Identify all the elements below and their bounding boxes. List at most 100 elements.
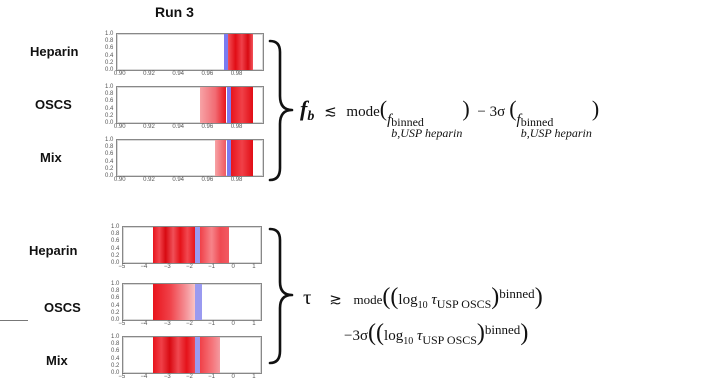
x-tick-label: −4 <box>140 264 148 270</box>
y-tick-label: 0.0 <box>105 67 114 73</box>
y-tick-label: 0.2 <box>111 252 120 259</box>
y-tick-label: 0.2 <box>111 362 120 369</box>
usp-marker-band <box>223 34 228 70</box>
y-tick-label: 1.0 <box>111 281 120 287</box>
x-tick-label: 0.94 <box>172 124 184 130</box>
y-tick-label: 0.8 <box>105 144 114 151</box>
y-tick-label: 0.4 <box>105 105 114 112</box>
formula-tau-line1: τ ≳ mode((log10 τUSP OSCS)binned) <box>303 284 543 311</box>
x-tick-label: −5 <box>118 264 126 270</box>
log-sub: 10 <box>417 300 428 311</box>
x-tick-label: −3 <box>163 264 171 270</box>
heatmap-mix-fb <box>116 139 264 177</box>
heatmap-heparin-tau <box>122 226 262 264</box>
x-tick-label: 0.90 <box>113 71 126 77</box>
x-tick-label: −1 <box>208 264 215 270</box>
y-tick-label: 0.6 <box>105 45 114 52</box>
sub-fb-usp-2: b,USP heparin <box>520 126 592 140</box>
x-tick-label: 0.90 <box>113 124 126 130</box>
x-tick-label: 1 <box>252 374 256 380</box>
row-label-mix-b: Mix <box>46 353 68 368</box>
x-tick-label: −2 <box>186 264 193 270</box>
x-tick-label: −1 <box>208 321 215 327</box>
y-tick-label: 1.0 <box>105 84 114 90</box>
row-label-mix-a: Mix <box>40 150 62 165</box>
mix-band-left <box>153 337 195 373</box>
x-tick-label: 0 <box>231 374 235 380</box>
x-tick-label: −2 <box>186 321 193 327</box>
symbol-f: f <box>300 96 308 121</box>
row-label-heparin-b: Heparin <box>29 243 78 258</box>
x-tick-label: 0.94 <box>172 177 184 183</box>
x-tick-label: 0.94 <box>172 71 184 77</box>
log-word-2: log <box>384 328 404 344</box>
relation-geq: ≳ <box>329 292 342 308</box>
y-tick-label: 0.0 <box>111 317 120 323</box>
heatmap-heparin-fb <box>116 33 264 71</box>
formula-tau-line2: −3σ((log10 τUSP OSCS)binned) <box>344 320 529 347</box>
relation-leq: ≲ <box>324 104 337 120</box>
x-tick-label: 0.98 <box>230 177 243 183</box>
x-tick-label: 1 <box>252 321 256 327</box>
heparin-band-left <box>153 227 195 263</box>
x-tick-label: −2 <box>186 374 193 380</box>
x-tick-label: −4 <box>140 374 148 380</box>
y-tick-label: 0.4 <box>105 52 114 59</box>
x-tick-label: 0.96 <box>201 124 214 130</box>
x-tick-label: 0.98 <box>230 71 243 77</box>
y-tick-label: 0.4 <box>105 158 114 165</box>
y-tick-label: 0.8 <box>111 288 120 295</box>
sup-binned-tau-2: binned <box>484 322 521 337</box>
oscs-band-upper <box>230 87 253 123</box>
mode-word: mode <box>346 104 380 120</box>
usp-marker-band <box>194 227 201 263</box>
y-tick-label: 0.2 <box>105 59 114 66</box>
y-tick-label: 1.0 <box>105 137 114 143</box>
y-tick-label: 0.2 <box>105 112 114 119</box>
x-tick-label: −1 <box>208 374 215 380</box>
tau-var: τ <box>431 292 437 308</box>
mix-band-right <box>200 337 220 373</box>
minus-3sigma: − 3σ <box>477 104 506 120</box>
x-tick-label: 0 <box>231 321 235 327</box>
y-tick-label: 0.8 <box>111 341 120 348</box>
mix-band-upper <box>230 140 253 176</box>
y-tick-label: 0.8 <box>105 38 114 45</box>
y-tick-label: 0.4 <box>111 302 120 309</box>
tau-var-2: τ <box>416 328 423 344</box>
y-tick-label: 0.6 <box>111 295 120 302</box>
heparin-band-right <box>200 227 230 263</box>
y-tick-label: 0.8 <box>105 91 114 98</box>
minus-3sigma-tau: −3σ <box>344 328 369 344</box>
y-tick-label: 0.6 <box>105 98 114 105</box>
y-tick-label: 0.4 <box>111 355 120 362</box>
x-tick-label: 0.92 <box>143 124 155 130</box>
var-f-2: f <box>516 112 521 128</box>
row-label-oscs-b: OSCS <box>44 300 81 315</box>
y-tick-label: 0.2 <box>105 165 114 172</box>
x-tick-label: 0.96 <box>201 177 214 183</box>
y-tick-label: 0.4 <box>111 245 120 252</box>
x-tick-label: −3 <box>163 374 171 380</box>
y-tick-label: 0.6 <box>111 238 120 245</box>
sup-binned-2: binned <box>520 115 554 129</box>
x-tick-label: 0.92 <box>143 71 155 77</box>
sub-fb-usp: b,USP heparin <box>391 126 463 140</box>
y-tick-label: 0.6 <box>105 151 114 158</box>
usp-marker-band <box>226 87 231 123</box>
x-tick-label: −5 <box>118 321 126 327</box>
mode-word-tau: mode <box>353 292 383 307</box>
y-tick-label: 0.0 <box>111 370 120 376</box>
formula-fb: fb ≲ mode( f binned b,USP heparin) − 3σ( f… <box>300 96 600 140</box>
x-tick-label: −5 <box>118 374 126 380</box>
heatmap-oscs-fb <box>116 86 264 124</box>
y-tick-label: 0.0 <box>105 173 114 179</box>
x-tick-label: 0.98 <box>230 124 243 130</box>
row-label-heparin-a: Heparin <box>30 44 79 59</box>
divider-line <box>0 320 28 321</box>
y-tick-label: 1.0 <box>105 31 114 37</box>
log-sub-2: 10 <box>403 336 414 347</box>
y-tick-label: 0.8 <box>111 231 120 238</box>
heparin-band <box>227 34 253 70</box>
var-f: f <box>387 112 392 128</box>
